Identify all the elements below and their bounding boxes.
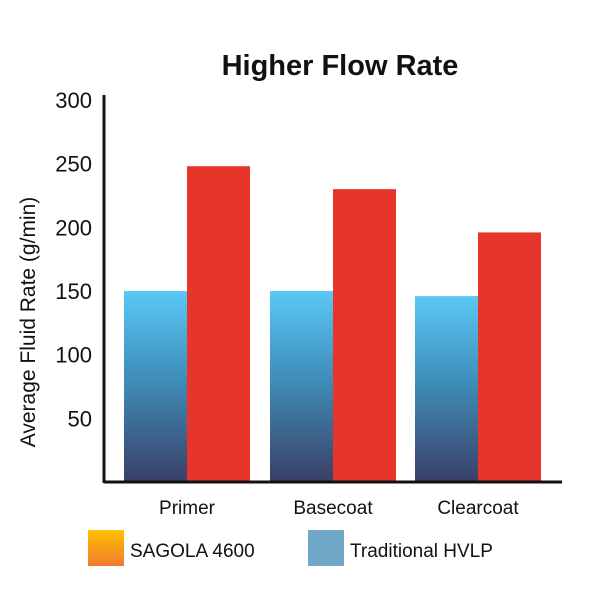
chart-title: Higher Flow Rate xyxy=(222,50,459,82)
y-tick-label: 250 xyxy=(55,152,92,177)
legend-swatch-hvlp xyxy=(308,530,344,566)
legend: SAGOLA 4600 Traditional HVLP xyxy=(88,530,493,566)
y-axis-label: Average Fluid Rate (g/min) xyxy=(17,197,40,448)
y-tick-label: 150 xyxy=(55,279,92,304)
bars xyxy=(124,166,541,483)
y-tick-label: 100 xyxy=(55,343,92,368)
bar-traditional-hvlp xyxy=(124,291,187,482)
x-tick-label: Basecoat xyxy=(293,498,373,519)
legend-swatch-sagola xyxy=(88,530,124,566)
bar-sagola-4600 xyxy=(187,166,250,483)
bar-traditional-hvlp xyxy=(415,296,478,482)
bar-traditional-hvlp xyxy=(270,291,333,482)
y-tick-label: 50 xyxy=(68,406,92,431)
x-tick-label: Primer xyxy=(159,498,216,519)
y-tick-label: 300 xyxy=(55,88,92,113)
bar-sagola-4600 xyxy=(478,232,541,482)
y-tick-label: 200 xyxy=(55,215,92,240)
bar-sagola-4600 xyxy=(333,189,396,482)
y-axis-ticks: 50 100 150 200 250 300 xyxy=(55,88,92,431)
x-axis-labels: Primer Basecoat Clearcoat xyxy=(159,498,519,519)
legend-label-hvlp: Traditional HVLP xyxy=(350,541,493,562)
x-tick-label: Clearcoat xyxy=(437,498,519,519)
legend-label-sagola: SAGOLA 4600 xyxy=(130,541,255,562)
